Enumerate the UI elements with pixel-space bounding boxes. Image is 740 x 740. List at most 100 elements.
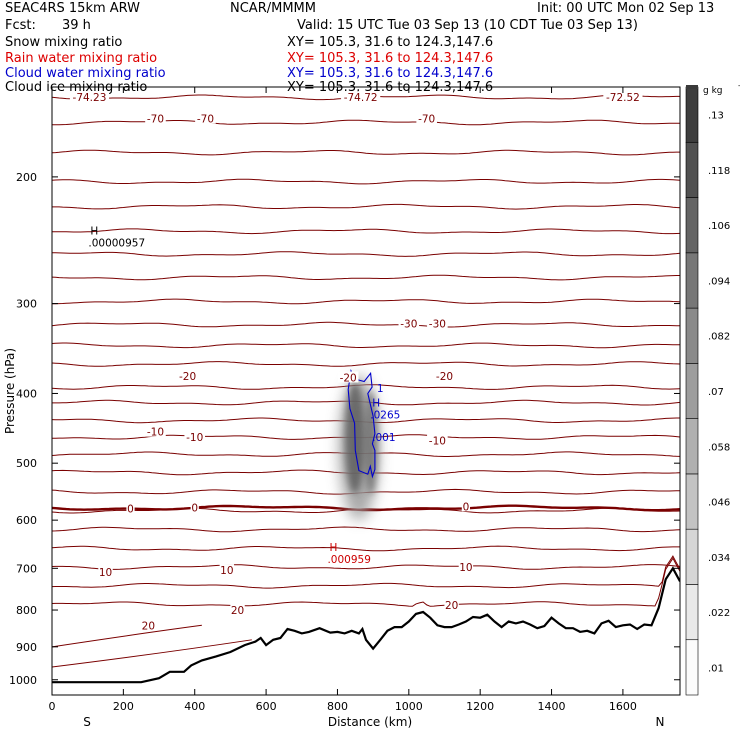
colorbar-unit: g kg (703, 86, 723, 96)
maximum-value: .000959 (327, 554, 370, 566)
field-name-rain: Rain water mixing ratio (5, 51, 158, 66)
colorbar-segment (685, 528, 699, 585)
isotherm-label: 10 (99, 567, 112, 579)
contour-label-mask (126, 502, 135, 514)
isotherm-label: 20 (445, 600, 458, 612)
field-name-cloud-water: Cloud water mixing ratio (5, 66, 166, 81)
isotherm-contour (52, 526, 680, 533)
maximum-marker: H (372, 397, 380, 409)
init-time: Init: 00 UTC Mon 02 Sep 13 (537, 1, 715, 16)
isotherm-label: -30 (429, 319, 446, 331)
y-tick-label: 200 (16, 171, 37, 184)
cloud-water-contour (347, 369, 376, 479)
isotherm-label: 20 (231, 605, 244, 617)
plot-frame (51, 86, 681, 696)
y-tick-label: 1000 (9, 674, 37, 687)
y-tick-label: 900 (16, 641, 37, 654)
colorbar-segment (685, 141, 699, 198)
isotherm-label: -10 (429, 436, 446, 448)
maximum-value: .00000957 (88, 237, 145, 249)
isotherm-contour (52, 274, 680, 281)
colorbar-unit-exponent: -1 (738, 82, 740, 90)
x-tick-label: 1600 (609, 700, 637, 713)
isotherm-label: -20 (340, 372, 357, 384)
colorbar-tick-label: .022 (708, 608, 730, 619)
isotherm-contour (52, 557, 680, 607)
isotherm-label: 0 (191, 502, 198, 514)
x-tick-label: 1400 (538, 700, 566, 713)
x-tick-label: 200 (113, 700, 134, 713)
isotherm-label: -74.72 (344, 92, 378, 104)
colorbar-segment (685, 197, 699, 254)
endpoint-left-label: S (83, 715, 91, 729)
isotherm-contour (52, 251, 680, 257)
colorbar-segment (685, 307, 699, 364)
isotherm-label: -74.23 (73, 92, 107, 104)
isotherm-label: 0 (463, 501, 470, 513)
isotherm-label: 20 (142, 620, 155, 632)
isotherm-label: 10 (220, 565, 233, 577)
isotherm-label: -20 (436, 371, 453, 383)
isotherm-label: -10 (186, 432, 203, 444)
contour-label-mask (461, 500, 471, 512)
maximum-marker: H (329, 542, 337, 554)
colorbar-segment (685, 473, 699, 530)
cloud-water-contour-label: .001 (372, 432, 395, 444)
isotherm-contour (52, 321, 680, 328)
contour-label-mask (434, 369, 455, 381)
y-tick-label: 700 (16, 562, 37, 575)
forecast-label: Fcst: (5, 18, 36, 33)
contour-label-mask (230, 604, 245, 616)
colorbar-tick-label: .034 (708, 553, 730, 564)
colorbar-segment (685, 252, 699, 309)
isotherm-label: -30 (400, 319, 417, 331)
isotherm-contour (52, 545, 680, 552)
colorbar-segment (685, 639, 699, 696)
y-tick-label: 500 (16, 457, 37, 470)
valid-time: Valid: 15 UTC Tue 03 Sep 13 (10 CDT Tue … (297, 18, 638, 33)
maximum-value: .0265 (370, 409, 400, 421)
contour-label-mask (190, 501, 199, 513)
maximum-marker: H (90, 225, 98, 237)
endpoint-right-label: N (656, 715, 665, 729)
x-tick-label: 600 (256, 700, 277, 713)
contour-label-mask (177, 369, 198, 381)
x-tick-label: 800 (327, 700, 348, 713)
x-axis-label: Distance (km) (328, 715, 412, 729)
contour-label-mask (219, 564, 235, 576)
contour-label-mask (458, 560, 474, 572)
contour-label-mask (427, 434, 448, 446)
isotherm-label: 0 (127, 503, 134, 515)
colorbar-tick-label: .118 (708, 166, 730, 177)
contour-label-mask (341, 91, 381, 103)
colorbar-segment (685, 418, 699, 475)
forecast-hours: 39 h (62, 18, 91, 33)
isotherm-contour (52, 228, 680, 235)
field-xy-cloud-water: XY= 105.3, 31.6 to 124.3,147.6 (287, 66, 494, 81)
contour-label-mask (337, 371, 359, 383)
x-tick-label: 1000 (395, 700, 423, 713)
contour-label-mask (69, 91, 110, 103)
contour-label-mask (195, 112, 216, 124)
colorbar-segment (685, 86, 699, 143)
isotherm-contour (52, 639, 252, 668)
colorbar-tick-label: .13 (708, 111, 724, 122)
contour-label-mask (145, 112, 166, 124)
colorbar-tick-label: .07 (708, 387, 724, 398)
isotherm-contour (52, 178, 680, 185)
isotherm-contour (52, 298, 680, 305)
colorbar-tick-label: .094 (708, 276, 730, 287)
y-tick-label: 300 (16, 298, 37, 311)
colorbar-top-cap (686, 85, 698, 89)
isotherm-contour (52, 342, 680, 349)
contour-label-mask (444, 598, 459, 610)
isotherm-contour (52, 555, 680, 589)
contour-label-mask (145, 425, 166, 437)
contour-label-mask (427, 317, 448, 329)
colorbar-tick-label: .106 (708, 221, 730, 232)
isotherm-contour (52, 564, 680, 570)
y-axis-label: Pressure (hPa) (3, 348, 17, 434)
field-name-snow: Snow mixing ratio (5, 35, 123, 50)
colorbar-tick-label: .082 (708, 332, 730, 343)
organization-label: NCAR/MMMM (230, 1, 316, 16)
